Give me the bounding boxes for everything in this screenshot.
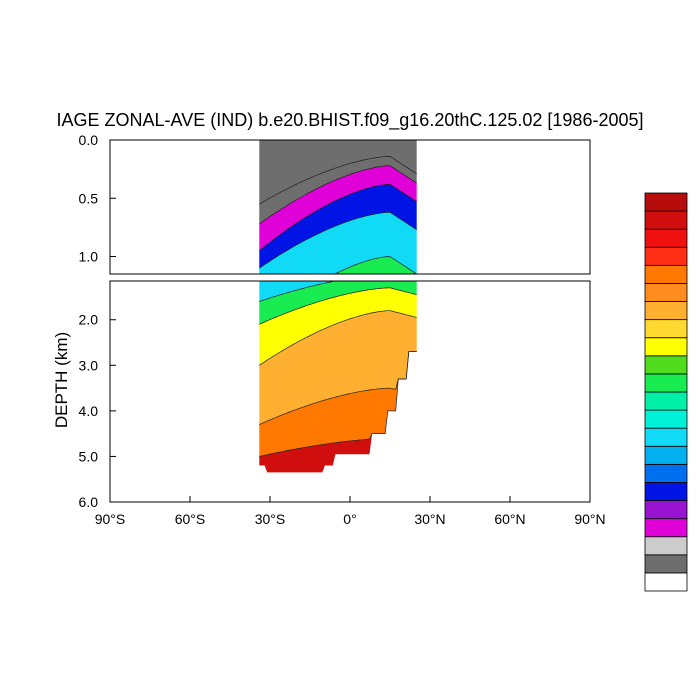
contour-line	[259, 310, 417, 366]
x-tick-label: 60°N	[494, 511, 525, 527]
panel-field	[259, 281, 417, 473]
colorbar-swatch	[644, 246, 688, 266]
colorbar-swatch	[644, 445, 688, 465]
x-tick-label: 90°N	[574, 511, 605, 527]
x-tick-label: 30°S	[255, 511, 286, 527]
colorbar-swatch	[644, 409, 688, 429]
lower-depth-panel	[109, 280, 591, 503]
colorbar-swatch	[644, 536, 688, 556]
colorbar-swatch	[644, 463, 688, 483]
x-tick-label: 60°S	[175, 511, 206, 527]
colorbar-swatch	[644, 572, 688, 592]
contour-line	[259, 351, 417, 457]
contour-band	[259, 281, 417, 325]
colorbar-swatch	[644, 228, 688, 248]
upper-depth-panel	[109, 139, 591, 275]
colorbar-swatch	[644, 319, 688, 339]
colorbar-swatch	[644, 210, 688, 230]
colorbar-swatch	[644, 264, 688, 284]
x-tick-label: 0°	[343, 511, 356, 527]
colorbar	[644, 192, 688, 592]
colorbar-swatch	[644, 355, 688, 375]
contour-line	[259, 156, 417, 205]
contour-band	[259, 310, 417, 425]
contour-band	[259, 140, 417, 205]
colorbar-swatch	[644, 192, 688, 212]
contour-line	[259, 165, 417, 225]
contour-band	[259, 184, 417, 269]
y-axis-label: DEPTH (km)	[52, 332, 71, 428]
contour-band	[259, 156, 417, 224]
contour-band	[259, 165, 417, 251]
y-axis-ticks: 0.0 0.5 1.0 2.0 3.0 4.0 5.0 6.0	[79, 132, 116, 510]
colorbar-swatch	[644, 427, 688, 447]
contour-band	[259, 351, 417, 457]
y-tick-label: 0.0	[79, 132, 99, 148]
panel-field	[259, 140, 417, 274]
chart-title: IAGE ZONAL-AVE (IND) b.e20.BHIST.f09_g16…	[57, 110, 644, 131]
contour-line	[259, 184, 417, 251]
x-axis-ticks: 90°S 60°S 30°S 0° 30°N 60°N 90°N	[95, 496, 606, 527]
y-tick-label: 5.0	[79, 448, 99, 464]
contour-line	[259, 211, 417, 269]
contour-line	[259, 281, 334, 302]
contour-band	[259, 287, 417, 366]
contour-band	[259, 351, 417, 473]
contour-band	[259, 281, 333, 302]
colorbar-swatch	[644, 301, 688, 321]
y-tick-label: 2.0	[79, 312, 99, 328]
contour-line	[259, 287, 417, 325]
colorbar-swatch	[644, 482, 688, 501]
y-tick-label: 4.0	[79, 403, 99, 419]
y-tick-label: 3.0	[79, 357, 99, 373]
colorbar-swatch	[644, 391, 688, 411]
panel-frame	[109, 139, 591, 275]
x-tick-label: 90°S	[95, 511, 126, 527]
contour-line	[334, 256, 417, 274]
colorbar-swatch	[644, 500, 688, 520]
x-tick-label: 30°N	[414, 511, 445, 527]
y-tick-label: 1.0	[79, 249, 99, 265]
contour-band	[259, 212, 417, 274]
y-tick-label: 0.5	[79, 190, 99, 206]
colorbar-swatch	[644, 283, 688, 302]
colorbar-swatch	[644, 518, 688, 538]
colorbar-swatch	[644, 373, 688, 393]
y-tick-label: 6.0	[79, 494, 99, 510]
colorbar-swatch	[644, 337, 688, 357]
contour-line	[259, 351, 417, 425]
colorbar-swatch	[644, 554, 688, 574]
